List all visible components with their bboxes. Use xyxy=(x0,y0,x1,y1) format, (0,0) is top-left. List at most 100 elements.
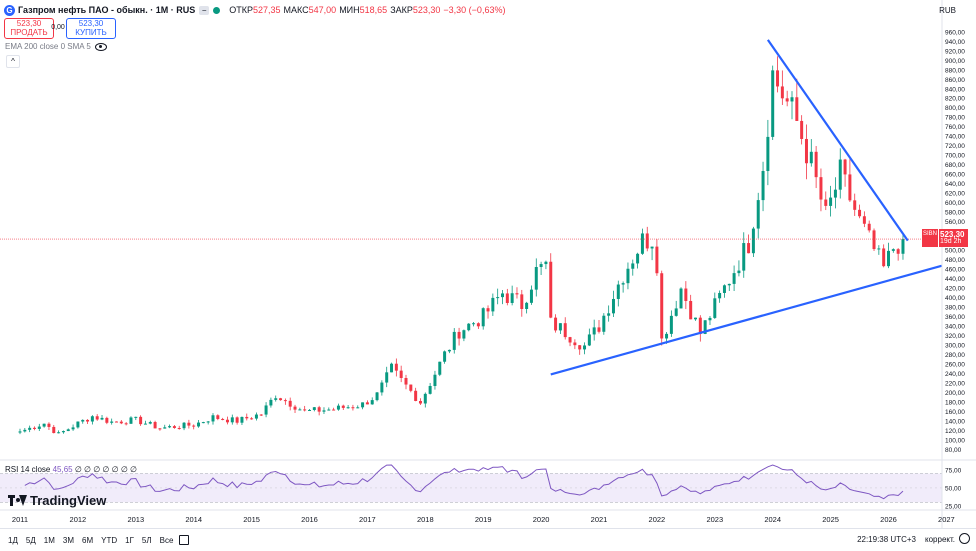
price-tick-label: 880,00 xyxy=(945,67,965,74)
candle-body xyxy=(71,427,75,430)
clock[interactable]: 22:19:38 UTC+3 xyxy=(857,535,916,544)
candle-body xyxy=(510,293,514,303)
price-axis[interactable]: 80,00 100,00 120,00 140,00 160,00 180,00 200,0… xyxy=(945,29,965,454)
time-tick-label: 2021 xyxy=(591,515,608,524)
candle-body xyxy=(814,151,818,178)
candle-body xyxy=(139,416,143,425)
candle-body xyxy=(722,285,726,293)
price-tick-label: 220,00 xyxy=(945,381,965,388)
candle-body xyxy=(18,431,22,433)
candle-body xyxy=(539,264,543,268)
candle-body xyxy=(66,429,70,432)
candle-body xyxy=(891,249,895,251)
candle-body xyxy=(776,70,780,87)
price-tick-label: 760,00 xyxy=(945,124,965,131)
candle-body xyxy=(578,345,582,350)
candle-body xyxy=(42,423,46,427)
sell-label: ПРОДАТЬ xyxy=(10,28,48,37)
price-tick-label: 400,00 xyxy=(945,295,965,302)
rsi-pane[interactable]: 25,00 50,00 75,00 xyxy=(0,464,962,510)
candle-body xyxy=(713,298,717,318)
trendline-upper[interactable] xyxy=(766,39,909,242)
candle-body xyxy=(529,289,533,303)
open-value: 527,35 xyxy=(252,5,281,15)
tf-6m[interactable]: 6М xyxy=(82,535,94,545)
candle-body xyxy=(250,418,254,420)
adjust-toggle[interactable]: коррект. xyxy=(925,535,955,544)
candle-body xyxy=(804,138,808,164)
candle-body xyxy=(467,323,471,331)
price-tick-label: 240,00 xyxy=(945,371,965,378)
candle-body xyxy=(409,384,413,391)
tf-5d[interactable]: 5Д xyxy=(25,535,36,545)
candle-body xyxy=(650,246,654,249)
candle-body xyxy=(163,427,167,429)
candle-body xyxy=(274,398,278,400)
tf-1y[interactable]: 1Г xyxy=(125,535,134,545)
price-tick-label: 280,00 xyxy=(945,352,965,359)
candle-body xyxy=(298,409,302,411)
candle-body xyxy=(829,197,833,206)
candle-body xyxy=(216,415,220,419)
price-tick-label: 500,00 xyxy=(945,248,965,255)
sell-button[interactable]: 523,30 ПРОДАТЬ xyxy=(4,18,54,39)
candle-body xyxy=(727,283,731,286)
candle-body xyxy=(95,416,99,420)
candle-body xyxy=(452,331,456,350)
candle-body xyxy=(288,400,292,407)
candle-body xyxy=(751,228,755,254)
market-status-icon xyxy=(213,6,221,14)
candle-body xyxy=(327,409,331,411)
settings-icon[interactable] xyxy=(959,533,970,544)
candle-body xyxy=(197,422,201,427)
candle-body xyxy=(76,421,80,428)
symbol-title[interactable]: Газпром нефть ПАО - обыкн. · 1М · RUS xyxy=(18,5,196,15)
tf-3m[interactable]: 3М xyxy=(62,535,74,545)
price-tick-label: 380,00 xyxy=(945,305,965,312)
candle-body xyxy=(303,409,307,411)
candle-body xyxy=(771,70,775,137)
price-tick-label: 200,00 xyxy=(945,390,965,397)
candle-body xyxy=(254,414,258,419)
candle-body xyxy=(554,317,558,331)
minimize-icon[interactable]: − xyxy=(199,5,210,15)
candle-body xyxy=(795,97,799,121)
candle-body xyxy=(153,422,157,429)
candle-body xyxy=(225,419,229,423)
candle-body xyxy=(105,417,109,423)
buy-button[interactable]: 523,30 КУПИТЬ xyxy=(66,18,116,39)
buy-price: 523,30 xyxy=(78,19,104,28)
candle-body xyxy=(655,246,659,274)
tf-all[interactable]: Все xyxy=(159,535,174,545)
candle-body xyxy=(201,422,205,424)
collapse-legend-button[interactable]: ^ xyxy=(6,55,20,68)
candle-body xyxy=(269,399,273,406)
candle-body xyxy=(501,293,504,298)
symbol-header[interactable]: G Газпром нефть ПАО - обыкн. · 1М · RUS … xyxy=(4,3,505,17)
candle-body xyxy=(221,418,225,420)
tf-ytd[interactable]: YTD xyxy=(101,535,118,545)
candle-body xyxy=(312,407,316,410)
candle-body xyxy=(37,426,41,429)
tf-1m[interactable]: 1М xyxy=(43,535,55,545)
candle-body xyxy=(790,97,794,102)
candle-body xyxy=(877,248,881,250)
tf-5y[interactable]: 5Л xyxy=(141,535,152,545)
date-range-icon[interactable] xyxy=(179,535,190,545)
candle-body xyxy=(119,421,123,424)
trendlines[interactable] xyxy=(550,39,942,376)
time-tick-label: 2017 xyxy=(359,515,376,524)
candle-body xyxy=(660,273,664,339)
time-tick-label: 2022 xyxy=(649,515,666,524)
time-axis[interactable]: 2011 2012 2013 2014 2015 2016 2017 2018 2019 2020… xyxy=(12,515,955,524)
candle-body xyxy=(732,273,736,284)
price-tick-label: 120,00 xyxy=(945,428,965,435)
candle-body xyxy=(645,233,649,249)
candle-body xyxy=(520,294,524,310)
price-tick-label: 460,00 xyxy=(945,267,965,274)
tf-1d[interactable]: 1Д xyxy=(8,535,18,545)
trendline-lower[interactable] xyxy=(550,264,942,376)
candle-body xyxy=(698,317,702,334)
candle-body xyxy=(235,417,239,423)
